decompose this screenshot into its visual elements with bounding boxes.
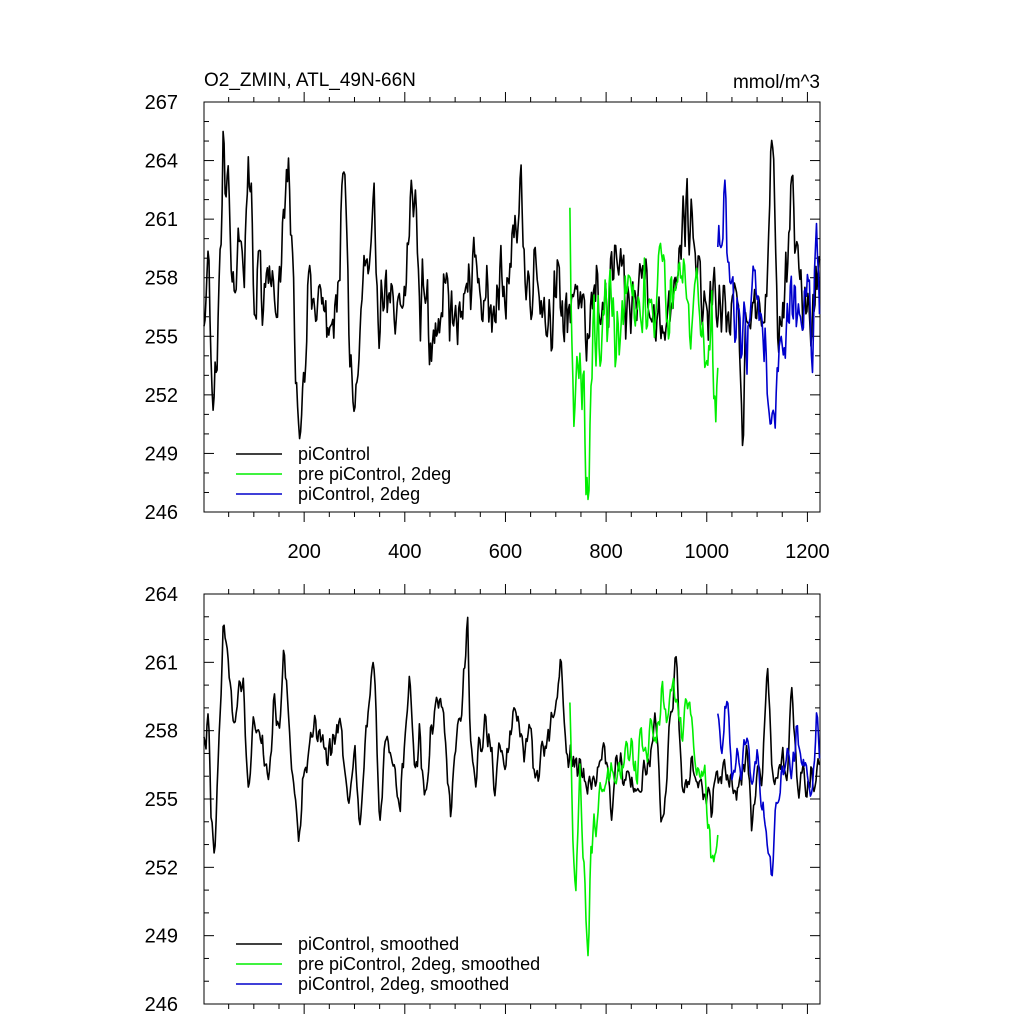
panel-raw: 246 249 252 255 258 261 264 267 200 400 600 800 1000… — [145, 92, 830, 563]
y-tick-label: 264 — [145, 151, 178, 173]
legend-label: piControl, smoothed — [298, 934, 459, 954]
panel-smoothed: 246 249 252 255 258 261 264 piControl, smoothed… — [145, 584, 821, 1016]
x-tick-label: 400 — [388, 541, 421, 563]
units-label: mmol/m^3 — [733, 72, 820, 93]
x-tick-label: 1200 — [785, 541, 830, 563]
y-tick-label: 249 — [145, 926, 178, 948]
y-tick-label: 255 — [145, 326, 178, 348]
y-tick-label: 261 — [145, 652, 178, 674]
legend-label: pre piControl, 2deg — [298, 464, 451, 484]
y-tick-label: 255 — [145, 789, 178, 811]
y-tick-label: 261 — [145, 209, 178, 231]
series-line — [569, 207, 719, 501]
legend-label: piControl — [298, 444, 370, 464]
y-tick-label: 252 — [145, 385, 178, 407]
y-tick-label: 258 — [145, 268, 178, 290]
y-tick-label: 246 — [145, 502, 178, 524]
x-tick-label: 200 — [287, 541, 320, 563]
series-line — [717, 700, 821, 877]
series-line — [717, 179, 821, 429]
plot-frame — [203, 593, 821, 1005]
x-tick-label: 1000 — [685, 541, 730, 563]
y-tick-label: 246 — [145, 994, 178, 1016]
y-tick-label: 267 — [145, 92, 178, 114]
legend-label: pre piControl, 2deg, smoothed — [298, 954, 540, 974]
series-line — [203, 616, 821, 854]
legend-label: piControl, 2deg — [298, 484, 420, 504]
plot-frame — [203, 101, 821, 513]
y-tick-label: 264 — [145, 584, 178, 606]
chart-title: O2_ZMIN, ATL_49N-66N — [204, 70, 416, 91]
legend-label: piControl, 2deg, smoothed — [298, 974, 509, 994]
series-line — [203, 130, 821, 447]
y-tick-label: 258 — [145, 721, 178, 743]
x-tick-label: 600 — [489, 541, 522, 563]
y-tick-label: 252 — [145, 857, 178, 879]
series-line — [569, 677, 719, 957]
x-tick-label: 800 — [589, 541, 622, 563]
y-tick-label: 249 — [145, 443, 178, 465]
